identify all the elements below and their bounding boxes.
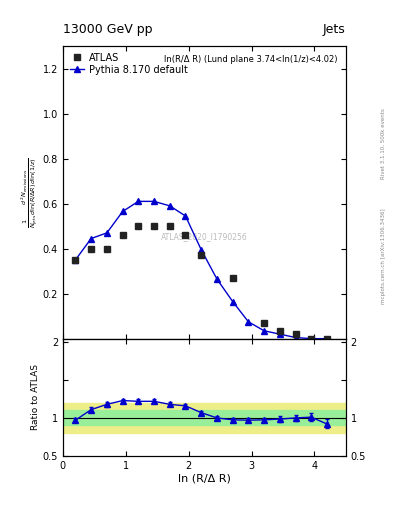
ATLAS bbox=[105, 246, 109, 252]
Line: ATLAS: ATLAS bbox=[73, 223, 330, 342]
ATLAS bbox=[277, 328, 282, 334]
Pythia 8.170 default bbox=[293, 334, 298, 340]
ATLAS bbox=[152, 223, 156, 229]
Pythia 8.170 default bbox=[262, 328, 266, 334]
Pythia 8.170 default bbox=[246, 318, 251, 325]
Pythia 8.170 default bbox=[215, 276, 219, 282]
Pythia 8.170 default bbox=[199, 247, 204, 253]
Text: Jets: Jets bbox=[323, 23, 346, 36]
Pythia 8.170 default bbox=[73, 257, 78, 263]
Line: Pythia 8.170 default: Pythia 8.170 default bbox=[73, 199, 330, 342]
Pythia 8.170 default bbox=[167, 203, 172, 209]
X-axis label: ln (R/Δ R): ln (R/Δ R) bbox=[178, 473, 231, 483]
Pythia 8.170 default bbox=[230, 298, 235, 305]
ATLAS bbox=[230, 275, 235, 281]
ATLAS bbox=[167, 223, 172, 229]
Text: Rivet 3.1.10, 500k events: Rivet 3.1.10, 500k events bbox=[381, 108, 386, 179]
ATLAS bbox=[293, 331, 298, 337]
Pythia 8.170 default bbox=[105, 230, 109, 236]
ATLAS bbox=[120, 232, 125, 238]
Legend: ATLAS, Pythia 8.170 default: ATLAS, Pythia 8.170 default bbox=[68, 51, 190, 77]
Pythia 8.170 default bbox=[136, 198, 141, 204]
Pythia 8.170 default bbox=[277, 331, 282, 337]
Y-axis label: $\frac{1}{N_{\mathrm{jets}}}\frac{d^2 N_{\mathrm{emissions}}}{d\ln(R/\Delta R)\,: $\frac{1}{N_{\mathrm{jets}}}\frac{d^2 N_… bbox=[19, 157, 40, 228]
Pythia 8.170 default bbox=[120, 208, 125, 215]
Pythia 8.170 default bbox=[152, 198, 156, 204]
Text: ln(R/Δ R) (Lund plane 3.74<ln(1/z)<4.02): ln(R/Δ R) (Lund plane 3.74<ln(1/z)<4.02) bbox=[164, 55, 337, 64]
Pythia 8.170 default bbox=[183, 213, 188, 219]
Y-axis label: Ratio to ATLAS: Ratio to ATLAS bbox=[31, 364, 40, 430]
ATLAS bbox=[136, 223, 141, 229]
ATLAS bbox=[325, 335, 329, 342]
Pythia 8.170 default bbox=[325, 335, 329, 342]
ATLAS bbox=[183, 232, 188, 238]
Text: 13000 GeV pp: 13000 GeV pp bbox=[63, 23, 152, 36]
Text: ATLAS_2020_I1790256: ATLAS_2020_I1790256 bbox=[161, 232, 248, 241]
ATLAS bbox=[262, 320, 266, 326]
Text: mcplots.cern.ch [arXiv:1306.3436]: mcplots.cern.ch [arXiv:1306.3436] bbox=[381, 208, 386, 304]
ATLAS bbox=[73, 257, 78, 263]
ATLAS bbox=[199, 252, 204, 259]
Pythia 8.170 default bbox=[89, 236, 94, 242]
ATLAS bbox=[309, 335, 314, 342]
ATLAS bbox=[89, 246, 94, 252]
Pythia 8.170 default bbox=[309, 335, 314, 342]
